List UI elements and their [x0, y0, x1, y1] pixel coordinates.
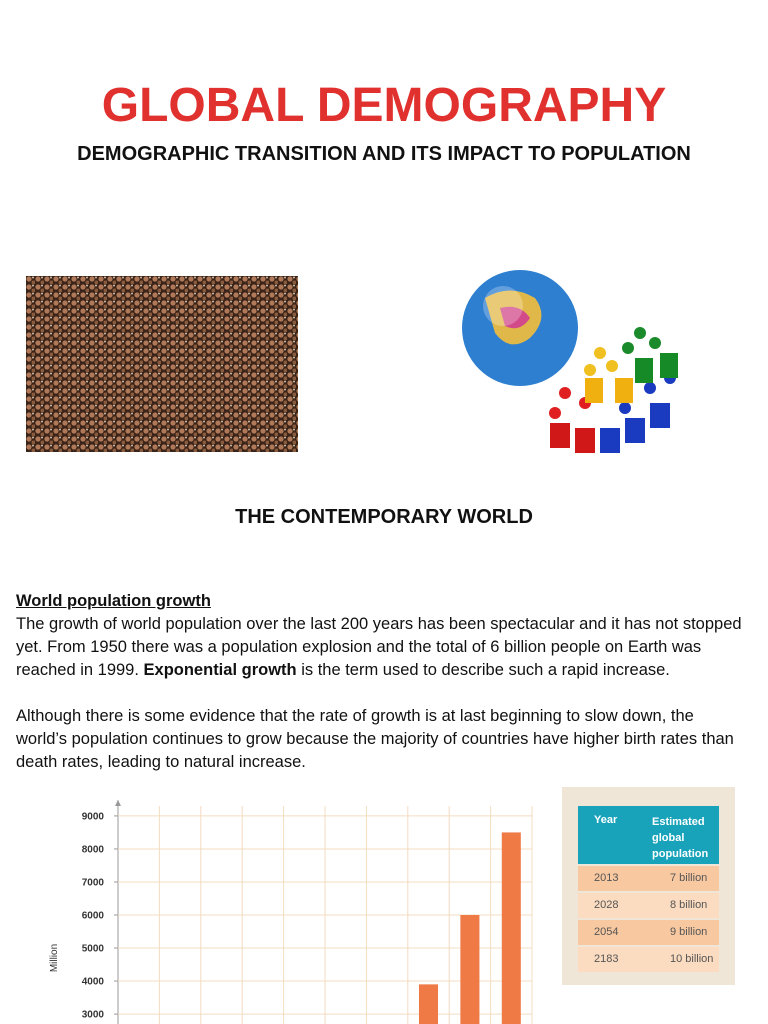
table-cell: 10 billion	[670, 953, 714, 965]
y-tick-label: 6000	[82, 911, 105, 922]
table-cell: 2054	[594, 926, 619, 938]
table-row	[578, 866, 719, 891]
paragraph: The growth of world population over the …	[16, 613, 746, 682]
bar	[501, 832, 521, 1024]
bar	[460, 915, 480, 1024]
table-header: Estimated global population	[652, 816, 709, 860]
table-row	[578, 947, 719, 972]
y-axis-label: Million	[49, 944, 60, 972]
paragraph: Although there is some evidence that the…	[16, 707, 734, 771]
title: GLOBAL DEMOGRAPHY	[101, 79, 667, 132]
axis-arrow	[115, 800, 121, 806]
table-header: Year	[594, 814, 618, 826]
y-tick-label: 4000	[82, 977, 105, 988]
table-cell: 7 billion	[670, 872, 708, 884]
bar	[418, 984, 439, 1024]
bold-term: Exponential growth	[143, 661, 297, 679]
crowd-image	[26, 276, 298, 452]
text: The growth of world population over the …	[16, 615, 742, 679]
body-heading: World population growth	[16, 592, 211, 610]
table-row	[578, 893, 719, 918]
table-cell: 8 billion	[670, 899, 708, 911]
table-header-bg	[578, 806, 719, 864]
body-text: World population growth The growth of wo…	[16, 590, 746, 774]
table-cell: 9 billion	[670, 926, 708, 938]
table-image: Year Estimated global population 2013 7 b…	[562, 787, 735, 985]
y-tick-label: 9000	[82, 811, 105, 822]
section-title: THE CONTEMPORARY WORLD	[235, 506, 533, 528]
table-row	[578, 920, 719, 945]
subtitle: DEMOGRAPHIC TRANSITION AND ITS IMPACT TO…	[77, 143, 691, 165]
table-cell: 2013	[594, 872, 619, 884]
spacer	[16, 682, 746, 705]
y-tick-label: 5000	[82, 944, 105, 955]
chart: Million 3000 4000 5000 6000 7000 8000 9000	[49, 800, 533, 1024]
y-tick-label: 3000	[82, 1010, 105, 1021]
table-cell: 2028	[594, 899, 619, 911]
y-tick-label: 8000	[82, 844, 105, 855]
text: is the term used to describe such a rapi…	[296, 661, 670, 679]
y-tick-label: 7000	[82, 877, 105, 888]
table-cell: 2183	[594, 953, 619, 965]
globe-image	[462, 270, 678, 453]
